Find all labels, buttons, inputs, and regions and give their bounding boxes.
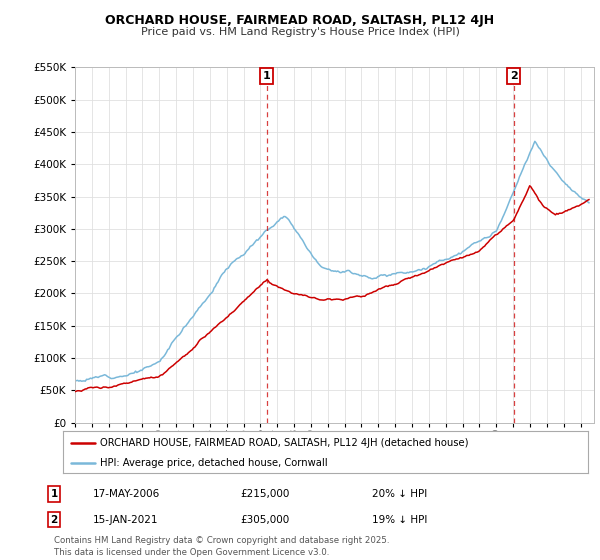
Text: ORCHARD HOUSE, FAIRMEAD ROAD, SALTASH, PL12 4JH (detached house): ORCHARD HOUSE, FAIRMEAD ROAD, SALTASH, P… <box>100 438 468 448</box>
Text: 17-MAY-2006: 17-MAY-2006 <box>93 489 160 499</box>
Text: Contains HM Land Registry data © Crown copyright and database right 2025.
This d: Contains HM Land Registry data © Crown c… <box>54 536 389 557</box>
Text: 20% ↓ HPI: 20% ↓ HPI <box>372 489 427 499</box>
Text: HPI: Average price, detached house, Cornwall: HPI: Average price, detached house, Corn… <box>100 458 328 468</box>
Text: 1: 1 <box>263 71 271 81</box>
Text: £305,000: £305,000 <box>240 515 289 525</box>
Text: 1: 1 <box>50 489 58 499</box>
Text: 2: 2 <box>50 515 58 525</box>
Text: 19% ↓ HPI: 19% ↓ HPI <box>372 515 427 525</box>
Text: ORCHARD HOUSE, FAIRMEAD ROAD, SALTASH, PL12 4JH: ORCHARD HOUSE, FAIRMEAD ROAD, SALTASH, P… <box>106 14 494 27</box>
Text: £215,000: £215,000 <box>240 489 289 499</box>
Text: 15-JAN-2021: 15-JAN-2021 <box>93 515 158 525</box>
Text: Price paid vs. HM Land Registry's House Price Index (HPI): Price paid vs. HM Land Registry's House … <box>140 27 460 37</box>
Text: 2: 2 <box>510 71 518 81</box>
